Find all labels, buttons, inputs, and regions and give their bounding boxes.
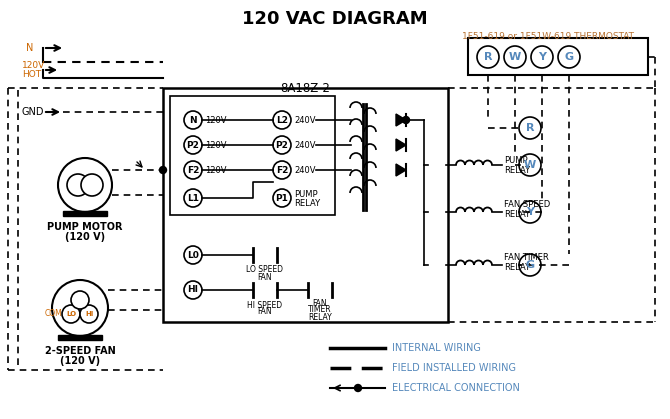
Circle shape — [184, 189, 202, 207]
Text: GND: GND — [22, 107, 44, 117]
Circle shape — [184, 246, 202, 264]
Text: 1F51-619 or 1F51W-619 THERMOSTAT: 1F51-619 or 1F51W-619 THERMOSTAT — [462, 32, 634, 41]
Text: RELAY: RELAY — [504, 166, 530, 174]
Circle shape — [184, 161, 202, 179]
Text: PUMP: PUMP — [504, 155, 528, 165]
Circle shape — [519, 201, 541, 223]
Text: W: W — [509, 52, 521, 62]
Text: RELAY: RELAY — [294, 199, 320, 207]
Circle shape — [184, 281, 202, 299]
Text: P2: P2 — [186, 140, 200, 150]
Circle shape — [184, 136, 202, 154]
Text: FAN: FAN — [313, 298, 328, 308]
Text: L1: L1 — [187, 194, 199, 202]
Bar — [170, 96, 335, 215]
Circle shape — [519, 154, 541, 176]
Text: (120 V): (120 V) — [65, 232, 105, 242]
Polygon shape — [396, 139, 406, 151]
Circle shape — [354, 385, 362, 391]
Circle shape — [67, 174, 89, 196]
Text: HOT: HOT — [22, 70, 41, 78]
Circle shape — [403, 117, 409, 123]
Text: FIELD INSTALLED WIRING: FIELD INSTALLED WIRING — [392, 363, 516, 373]
Circle shape — [71, 291, 89, 309]
Text: LO: LO — [66, 311, 76, 317]
Text: 120 VAC DIAGRAM: 120 VAC DIAGRAM — [242, 10, 428, 28]
Text: 120V: 120V — [205, 140, 226, 150]
Text: ELECTRICAL CONNECTION: ELECTRICAL CONNECTION — [392, 383, 520, 393]
Text: R: R — [484, 52, 492, 62]
Text: INTERNAL WIRING: INTERNAL WIRING — [392, 343, 481, 353]
Text: F2: F2 — [187, 166, 199, 174]
Text: 120V: 120V — [205, 166, 226, 174]
Text: (120 V): (120 V) — [60, 356, 100, 366]
Circle shape — [273, 111, 291, 129]
Text: 240V: 240V — [294, 116, 316, 124]
Circle shape — [403, 116, 409, 124]
Text: 2-SPEED FAN: 2-SPEED FAN — [45, 346, 115, 356]
Circle shape — [558, 46, 580, 68]
Text: 240V: 240V — [294, 140, 316, 150]
Text: TIMER: TIMER — [308, 305, 332, 315]
Text: Y: Y — [538, 52, 546, 62]
Text: W: W — [524, 160, 536, 170]
Text: HI SPEED: HI SPEED — [247, 300, 283, 310]
Text: LO SPEED: LO SPEED — [247, 266, 283, 274]
Text: RELAY: RELAY — [504, 262, 530, 272]
Text: P1: P1 — [275, 194, 289, 202]
Circle shape — [519, 254, 541, 276]
Circle shape — [273, 189, 291, 207]
Text: 8A18Z-2: 8A18Z-2 — [281, 82, 330, 95]
Circle shape — [531, 46, 553, 68]
Text: COM: COM — [44, 308, 62, 318]
Bar — [163, 88, 448, 322]
Text: L2: L2 — [276, 116, 288, 124]
Text: FAN: FAN — [258, 308, 272, 316]
Text: HI: HI — [188, 285, 198, 295]
Circle shape — [504, 46, 526, 68]
Circle shape — [184, 111, 202, 129]
Text: RELAY: RELAY — [308, 313, 332, 321]
Bar — [468, 38, 648, 75]
Text: 120V: 120V — [205, 116, 226, 124]
Text: 120V: 120V — [22, 60, 46, 70]
Text: G: G — [525, 260, 535, 270]
Text: HI: HI — [85, 311, 93, 317]
Circle shape — [58, 158, 112, 212]
Circle shape — [159, 166, 167, 173]
Text: FAN: FAN — [258, 272, 272, 282]
Polygon shape — [396, 114, 406, 126]
Text: FAN TIMER: FAN TIMER — [504, 253, 549, 261]
Text: L0: L0 — [187, 251, 199, 259]
Text: 240V: 240V — [294, 166, 316, 174]
Bar — [63, 211, 107, 216]
Text: N: N — [189, 116, 197, 124]
Circle shape — [273, 161, 291, 179]
Circle shape — [81, 174, 103, 196]
Text: P2: P2 — [275, 140, 289, 150]
Circle shape — [62, 305, 80, 323]
Circle shape — [519, 117, 541, 139]
Circle shape — [273, 136, 291, 154]
Circle shape — [80, 305, 98, 323]
Text: R: R — [526, 123, 534, 133]
Text: Y: Y — [526, 207, 534, 217]
Text: RELAY: RELAY — [504, 210, 530, 218]
Text: G: G — [564, 52, 574, 62]
Text: F2: F2 — [276, 166, 288, 174]
Text: PUMP: PUMP — [294, 189, 318, 199]
Circle shape — [52, 280, 108, 336]
Circle shape — [477, 46, 499, 68]
Text: PUMP MOTOR: PUMP MOTOR — [48, 222, 123, 232]
Text: N: N — [26, 43, 34, 53]
Polygon shape — [396, 164, 406, 176]
Text: FAN SPEED: FAN SPEED — [504, 199, 550, 209]
Bar — [58, 335, 102, 340]
